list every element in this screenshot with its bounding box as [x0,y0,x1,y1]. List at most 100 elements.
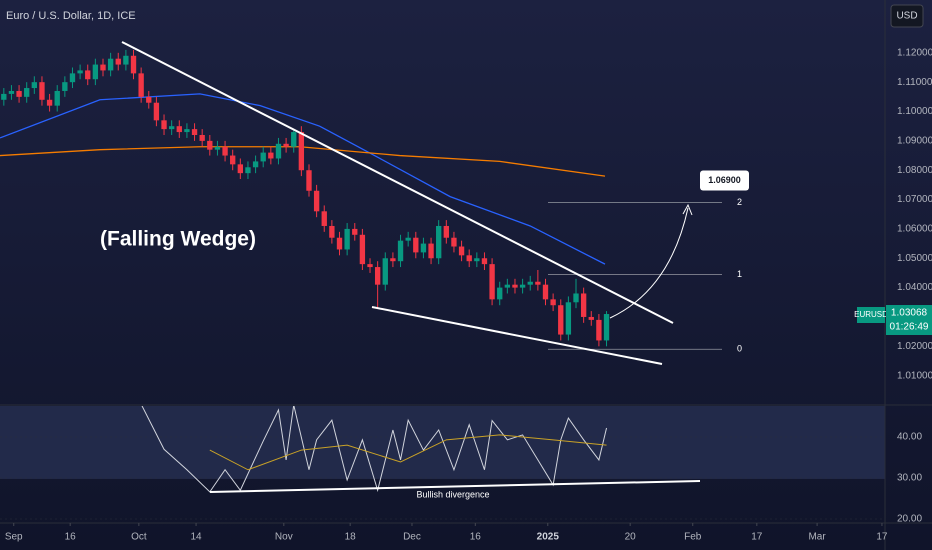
candle-body [252,161,259,168]
candle-body [550,299,556,306]
candle-body [39,82,45,100]
candle-body [8,90,15,94]
currency-label[interactable]: USD [896,11,917,22]
candle-body [161,120,167,130]
y-tick-label: 1.09000 [897,136,932,147]
candle-body [268,152,274,159]
pattern-label: (Falling Wedge) [100,228,256,251]
candle-body [176,126,182,133]
candle-body [100,64,106,71]
candle-body [291,132,297,147]
candle-body [199,135,205,141]
candle-body [222,146,228,156]
candle-body [115,58,121,65]
x-tick-label: 17 [876,532,888,543]
x-tick-label: 2025 [537,532,560,543]
candle-body [596,319,602,341]
y-tick-label: 1.07000 [897,194,932,205]
candle-body [260,152,266,162]
x-tick-label: Oct [131,532,147,543]
candle-body [214,146,221,150]
candle-body [489,264,495,300]
candle-body [1,93,7,100]
x-tick-label: 14 [191,532,203,543]
x-tick-label: Sep [5,532,23,543]
rsi-band [0,406,885,479]
candle-body [374,267,381,285]
candle-body [382,258,388,285]
divergence-label: Bullish divergence [416,489,489,499]
level-label: 1 [737,269,742,279]
candle-body [397,240,404,262]
candle-body [146,96,152,103]
candle-body [77,70,83,74]
candle-body [481,258,488,265]
arrow-head [682,203,693,216]
y-tick-label: 1.01000 [897,370,932,381]
moving-average [0,93,606,265]
candle-body [321,211,327,226]
currency-button[interactable] [890,4,924,28]
symbol-tag [857,307,885,323]
level-label: 0 [737,344,742,354]
candle-body [336,237,343,250]
candle-body [16,90,22,97]
candle-body [512,284,518,288]
candle-body [46,99,53,106]
candle-body [451,237,457,247]
candle-body [237,164,243,174]
x-tick-label: 20 [625,532,637,543]
price-tag [886,305,932,335]
candle-body [359,234,366,265]
candle-body [24,88,30,97]
divergence-line [209,480,701,493]
y-tick-label: 1.12000 [897,47,932,58]
candle-body [565,302,572,335]
candle-body [527,281,533,285]
candle-body [580,293,587,317]
candle-body [436,225,442,259]
candle-body [313,190,320,212]
y-tick-label: 1.05000 [897,253,932,264]
x-tick-label: Feb [684,532,702,543]
y-tick-label: 1.04000 [897,282,932,293]
y-tick-label: 1.06000 [897,224,932,235]
candle-body [344,228,350,250]
candle-body [474,258,480,262]
candle-body [69,73,76,83]
candle-body [230,155,236,165]
y-tick-label: 1.10000 [897,106,932,117]
symbol-tag-text: EURUSD [854,310,888,319]
candle-body [245,167,251,174]
x-tick-label: 18 [345,532,357,543]
candle-body [497,287,503,300]
candle-body [603,314,610,341]
candle-body [443,225,449,238]
rsi-tick-label: 40.00 [897,432,922,443]
rsi-ma-line [209,434,607,471]
candle-body [367,264,373,268]
candle-body [207,140,213,150]
candle-body [458,246,465,256]
candle-body [62,82,68,91]
y-tick-label: 1.08000 [897,165,932,176]
rsi-tick-label: 20.00 [897,514,922,525]
candle-body [85,70,91,80]
candle-body [130,55,137,74]
symbol-title: Euro / U.S. Dollar, 1D, ICE [6,10,136,22]
candle-body [542,284,549,300]
candle-body [54,90,60,106]
candle-body [413,237,419,253]
candle-body [298,132,305,171]
candle-body [306,170,312,191]
price-tag-countdown: 01:26:49 [890,322,929,333]
candle-body [184,129,190,133]
candle-body [191,129,198,135]
y-tick-label: 1.11000 [897,77,932,88]
x-tick-label: Dec [403,532,421,543]
x-tick-label: 16 [470,532,482,543]
x-tick-label: 16 [65,532,77,543]
candle-body [168,126,175,130]
